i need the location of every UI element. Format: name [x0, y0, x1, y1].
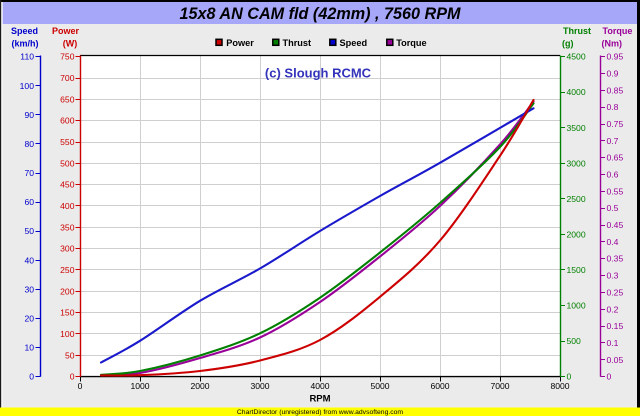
svg-text:0: 0 — [607, 372, 612, 382]
svg-text:Thrust: Thrust — [563, 26, 591, 36]
svg-text:80: 80 — [24, 139, 34, 149]
svg-text:200: 200 — [60, 286, 75, 296]
svg-text:0: 0 — [70, 372, 75, 382]
svg-text:0.25: 0.25 — [607, 287, 624, 297]
svg-text:2500: 2500 — [567, 194, 586, 204]
svg-text:1500: 1500 — [567, 265, 586, 275]
svg-text:4000: 4000 — [567, 87, 586, 97]
svg-text:Thrust: Thrust — [283, 38, 312, 48]
svg-text:Torque: Torque — [396, 38, 426, 48]
svg-text:15x8 AN CAM fld (42mm) , 7560: 15x8 AN CAM fld (42mm) , 7560 RPM — [180, 5, 461, 23]
svg-text:0.6: 0.6 — [607, 170, 619, 180]
svg-text:0.75: 0.75 — [607, 119, 624, 129]
svg-text:4500: 4500 — [567, 52, 586, 62]
svg-text:(W): (W) — [63, 39, 78, 49]
svg-text:0.4: 0.4 — [607, 237, 619, 247]
svg-text:100: 100 — [60, 329, 75, 339]
svg-text:0.95: 0.95 — [607, 52, 624, 62]
svg-text:(km/h): (km/h) — [12, 39, 39, 49]
svg-text:2000: 2000 — [190, 381, 209, 391]
svg-text:350: 350 — [60, 222, 75, 232]
svg-text:2000: 2000 — [567, 229, 586, 239]
svg-text:30: 30 — [24, 284, 34, 294]
svg-text:600: 600 — [60, 116, 75, 126]
svg-text:150: 150 — [60, 308, 75, 318]
svg-text:60: 60 — [24, 197, 34, 207]
svg-text:0.3: 0.3 — [607, 271, 619, 281]
svg-text:90: 90 — [24, 110, 34, 120]
svg-text:0.05: 0.05 — [607, 355, 624, 365]
svg-text:1000: 1000 — [567, 301, 586, 311]
svg-text:0.7: 0.7 — [607, 136, 619, 146]
svg-text:300: 300 — [60, 244, 75, 254]
svg-text:0.1: 0.1 — [607, 338, 619, 348]
svg-text:(c) Slough RCMC: (c) Slough RCMC — [265, 66, 372, 81]
svg-text:Power: Power — [226, 38, 254, 48]
svg-text:500: 500 — [567, 336, 582, 346]
svg-text:0: 0 — [567, 372, 572, 382]
svg-text:0.5: 0.5 — [607, 203, 619, 213]
svg-text:8000: 8000 — [550, 381, 569, 391]
svg-text:3500: 3500 — [567, 123, 586, 133]
svg-text:(g): (g) — [562, 39, 574, 49]
svg-text:0.8: 0.8 — [607, 102, 619, 112]
svg-text:0: 0 — [78, 381, 83, 391]
svg-text:0.45: 0.45 — [607, 220, 624, 230]
svg-text:700: 700 — [60, 73, 75, 83]
svg-text:650: 650 — [60, 94, 75, 104]
svg-text:4000: 4000 — [310, 381, 329, 391]
svg-text:(Nm): (Nm) — [602, 39, 623, 49]
svg-text:6000: 6000 — [430, 381, 449, 391]
svg-text:Torque: Torque — [603, 26, 633, 36]
svg-text:50: 50 — [24, 226, 34, 236]
svg-text:0.9: 0.9 — [607, 69, 619, 79]
svg-text:100: 100 — [20, 81, 35, 91]
svg-text:40: 40 — [24, 255, 34, 265]
svg-text:70: 70 — [24, 168, 34, 178]
svg-text:5000: 5000 — [370, 381, 389, 391]
svg-text:3000: 3000 — [250, 381, 269, 391]
svg-text:450: 450 — [60, 180, 75, 190]
svg-text:Power: Power — [52, 26, 80, 36]
svg-text:20: 20 — [24, 313, 34, 323]
svg-text:0.85: 0.85 — [607, 85, 624, 95]
svg-text:750: 750 — [60, 52, 75, 62]
svg-text:0.65: 0.65 — [607, 153, 624, 163]
svg-text:0: 0 — [29, 372, 34, 382]
svg-text:0.15: 0.15 — [607, 321, 624, 331]
svg-text:Speed: Speed — [340, 38, 368, 48]
svg-text:1000: 1000 — [130, 381, 149, 391]
svg-text:500: 500 — [60, 158, 75, 168]
svg-text:110: 110 — [20, 52, 34, 62]
svg-text:3000: 3000 — [567, 158, 586, 168]
svg-text:400: 400 — [60, 201, 75, 211]
svg-text:ChartDirector (unregistered) f: ChartDirector (unregistered) from www.ad… — [237, 409, 404, 416]
svg-text:250: 250 — [60, 265, 75, 275]
svg-text:7000: 7000 — [490, 381, 509, 391]
svg-text:0.55: 0.55 — [607, 186, 624, 196]
svg-text:550: 550 — [60, 137, 75, 147]
svg-text:10: 10 — [24, 343, 34, 353]
svg-text:50: 50 — [65, 350, 75, 360]
svg-text:RPM: RPM — [309, 394, 330, 405]
svg-text:0.35: 0.35 — [607, 254, 624, 264]
svg-text:0.2: 0.2 — [607, 304, 619, 314]
svg-text:Speed: Speed — [11, 26, 38, 36]
